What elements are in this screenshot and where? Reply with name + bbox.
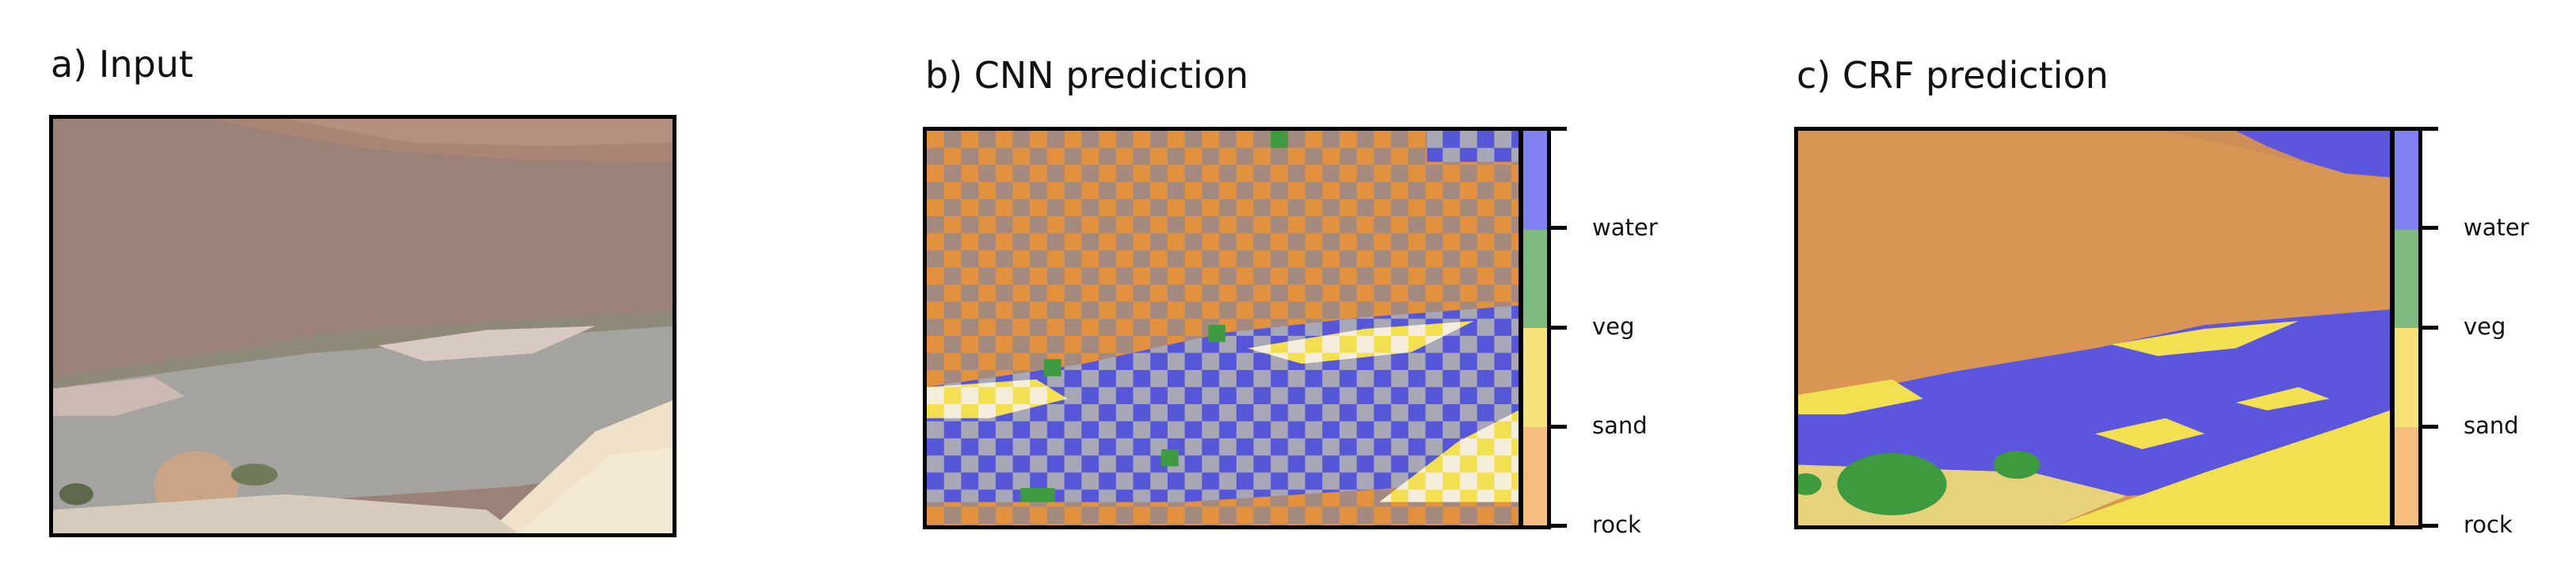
crf-colorbar: [2391, 127, 2422, 529]
colorbar-tick: [1551, 524, 1567, 528]
colorbar-tick: [1551, 326, 1567, 330]
colorbar-segment-veg: [1523, 229, 1547, 328]
colorbar-label-veg: veg: [1592, 313, 1635, 340]
colorbar-label-veg: veg: [2464, 313, 2506, 340]
colorbar-label-rock: rock: [1592, 511, 1641, 538]
colorbar-segment-rock: [2395, 426, 2418, 525]
panel-c-title: c) CRF prediction: [1797, 54, 2109, 97]
cnn-colorbar: [1519, 127, 1551, 529]
colorbar-tick: [2422, 226, 2438, 230]
cnn-overlay: [927, 131, 1519, 525]
panel-a-title: a) Input: [51, 43, 193, 86]
colorbar-segment-water: [1523, 131, 1547, 230]
colorbar-segment-veg: [2395, 229, 2418, 328]
colorbar-tick: [1551, 425, 1567, 429]
river-canyon-photo: [53, 119, 673, 533]
colorbar-label-rock: rock: [2464, 511, 2513, 538]
colorbar-tick: [1551, 127, 1567, 131]
crf-overlay: [1798, 131, 2390, 525]
colorbar-tick: [2422, 524, 2438, 528]
colorbar-tick: [2422, 326, 2438, 330]
colorbar-label-sand: sand: [1592, 412, 1648, 439]
colorbar-segment-water: [2395, 131, 2418, 230]
colorbar-segment-sand: [2395, 328, 2418, 427]
colorbar-segment-sand: [1523, 328, 1547, 427]
colorbar-label-water: water: [2464, 214, 2529, 241]
crf-prediction-map: [1794, 127, 2394, 529]
panel-b-title: b) CNN prediction: [925, 54, 1249, 97]
colorbar-label-water: water: [1592, 214, 1658, 241]
colorbar-label-sand: sand: [2464, 412, 2519, 439]
colorbar-tick: [2422, 425, 2438, 429]
colorbar-segment-rock: [1523, 426, 1547, 525]
cnn-prediction-map: [923, 127, 1522, 529]
colorbar-tick: [1551, 226, 1567, 230]
colorbar-tick: [2422, 127, 2438, 131]
input-photo: [49, 115, 676, 537]
